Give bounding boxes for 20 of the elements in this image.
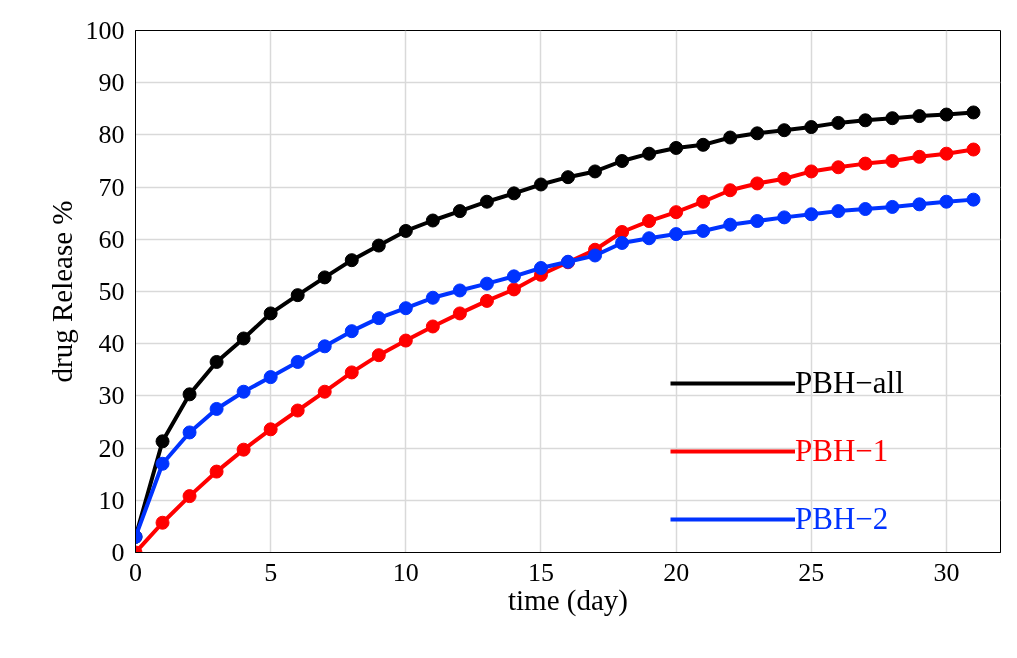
legend-label: PBH−2 [795, 501, 889, 537]
y-tick-label: 80 [98, 120, 125, 150]
y-tick-label: 30 [98, 381, 125, 411]
x-tick-label: 5 [264, 557, 278, 587]
x-tick-label: 25 [798, 557, 825, 587]
legend-label: PBH−all [795, 365, 904, 401]
x-tick-label: 30 [933, 557, 960, 587]
x-tick-label: 10 [392, 557, 419, 587]
y-tick-label: 60 [98, 224, 125, 254]
y-axis-title: drug Release % [45, 200, 78, 383]
y-tick-label: 0 [111, 538, 125, 567]
legend-label: PBH−1 [795, 433, 889, 469]
y-tick-label: 50 [98, 277, 125, 306]
x-tick-label: 20 [663, 557, 690, 587]
y-tick-label: 100 [85, 16, 125, 45]
y-tick-label: 70 [98, 172, 125, 202]
y-tick-label: 90 [98, 68, 125, 98]
y-tick-label: 10 [98, 485, 125, 515]
y-tick-label: 20 [98, 433, 125, 463]
y-tick-label: 40 [98, 329, 125, 359]
